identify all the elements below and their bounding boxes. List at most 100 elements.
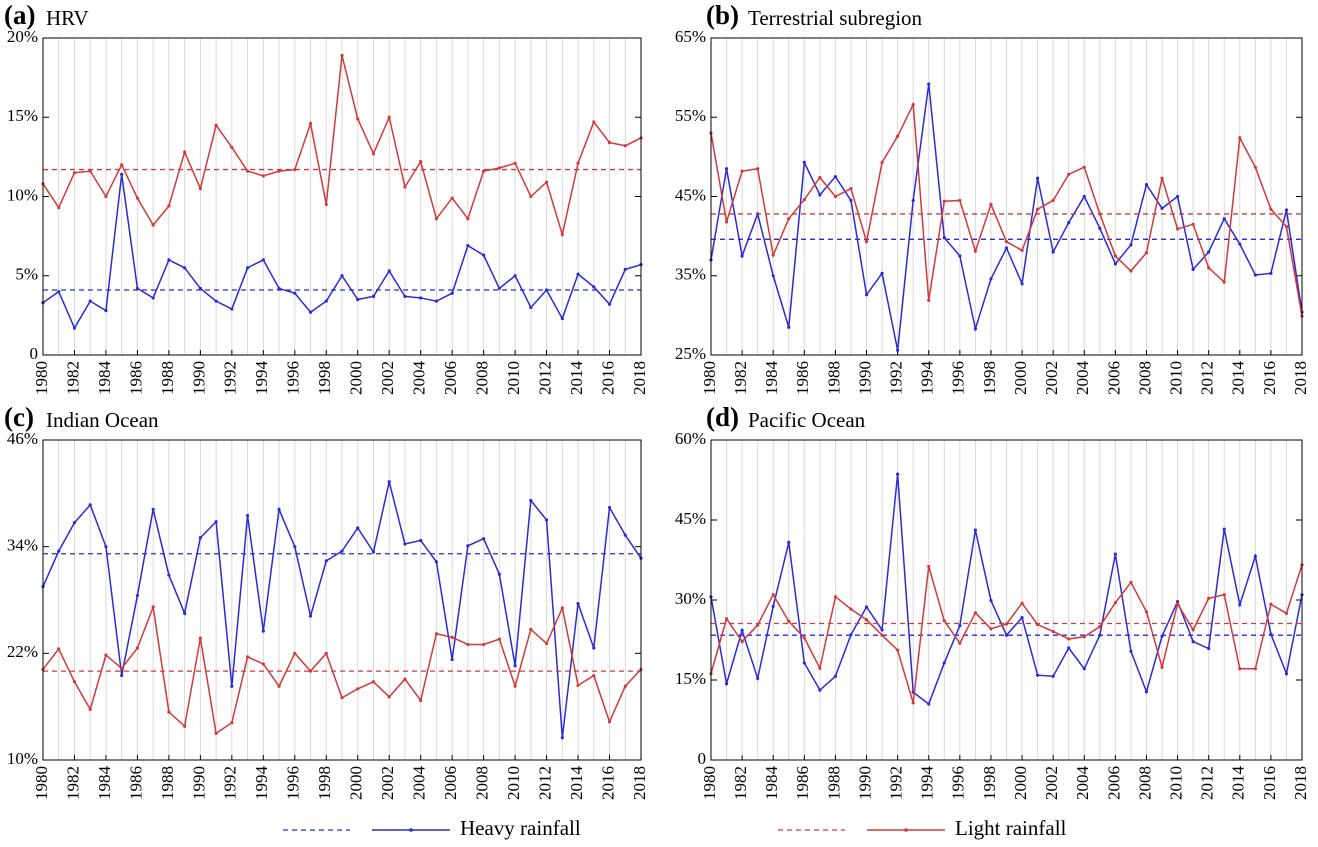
x-tick-label: 1992 [221, 766, 240, 800]
panel-title: HRV [46, 6, 89, 30]
series-line [41, 480, 643, 740]
series-line [709, 101, 1304, 318]
x-tick-label: 2018 [630, 361, 649, 395]
x-tick-label: 2006 [441, 766, 460, 800]
y-tick-label: 22% [7, 642, 38, 661]
x-tick-label: 2000 [1011, 766, 1030, 800]
x-tick-label: 2016 [598, 361, 617, 395]
y-tick-label: 15% [675, 669, 706, 688]
x-tick-label: 1990 [855, 361, 874, 395]
x-tick-label: 2016 [1260, 361, 1279, 395]
x-tick-label: 2008 [1135, 766, 1154, 800]
x-tick-label: 1984 [95, 766, 114, 801]
y-tick-label: 25% [675, 344, 706, 363]
x-tick-label: 1996 [949, 766, 968, 800]
x-tick-label: 1980 [32, 766, 51, 800]
y-tick-label: 46% [7, 429, 38, 448]
x-tick-label: 2014 [1229, 361, 1248, 396]
x-tick-label: 2002 [1042, 766, 1061, 800]
x-tick-label: 1990 [855, 766, 874, 800]
y-tick-label: 34% [7, 536, 38, 555]
x-tick-label: 1994 [918, 766, 937, 801]
y-tick-label: 60% [675, 429, 706, 448]
y-tick-label: 35% [675, 265, 706, 284]
x-tick-label: 2008 [1135, 361, 1154, 395]
y-tick-label: 15% [7, 106, 38, 125]
legend-dot [409, 828, 413, 832]
plot-frame [42, 37, 642, 356]
y-tick-label: 10% [7, 185, 38, 204]
x-tick-label: 2012 [1198, 766, 1217, 800]
x-tick-label: 2002 [1042, 361, 1061, 395]
x-tick-label: 1996 [284, 766, 303, 800]
x-tick-label: 1992 [887, 361, 906, 395]
y-tick-label: 10% [7, 749, 38, 768]
x-tick-label: 2004 [1073, 766, 1092, 801]
x-tick-label: 1988 [158, 766, 177, 800]
x-tick-label: 1988 [158, 361, 177, 395]
x-tick-label: 1998 [980, 361, 999, 395]
x-tick-label: 2012 [1198, 361, 1217, 395]
legend-dot [904, 828, 908, 832]
x-tick-label: 1994 [252, 766, 271, 801]
x-tick-label: 2014 [567, 361, 586, 396]
plot-frame [42, 439, 642, 761]
x-tick-label: 1986 [126, 766, 145, 800]
y-tick-label: 30% [675, 589, 706, 608]
x-tick-label: 2000 [347, 766, 366, 800]
x-tick-label: 2006 [1104, 361, 1123, 395]
panel-label: (a) [4, 0, 35, 30]
x-tick-label: 1982 [63, 766, 82, 800]
x-tick-label: 1986 [793, 766, 812, 800]
x-tick-label: 1992 [221, 361, 240, 395]
series-line [709, 563, 1304, 705]
x-tick-label: 2006 [1104, 766, 1123, 800]
x-tick-label: 1984 [762, 361, 781, 396]
x-tick-label: 2008 [473, 766, 492, 800]
x-tick-label: 1996 [949, 361, 968, 395]
x-tick-label: 1998 [315, 361, 334, 395]
panel-title: Pacific Ocean [748, 408, 866, 432]
panel-title: Terrestrial subregion [748, 6, 923, 30]
legend-label: Light rainfall [955, 816, 1067, 840]
x-tick-label: 1994 [918, 361, 937, 396]
x-tick-label: 1982 [731, 766, 750, 800]
x-tick-label: 1998 [980, 766, 999, 800]
x-tick-label: 2006 [441, 361, 460, 395]
panel-title: Indian Ocean [46, 408, 159, 432]
legend-label: Heavy rainfall [460, 816, 581, 840]
x-tick-label: 2018 [630, 766, 649, 800]
series-line [41, 172, 643, 330]
x-tick-label: 2014 [567, 766, 586, 801]
x-tick-label: 1988 [824, 361, 843, 395]
plot-frame [710, 439, 1303, 761]
y-tick-label: 20% [7, 27, 38, 46]
x-tick-label: 1982 [63, 361, 82, 395]
x-tick-label: 1990 [189, 361, 208, 395]
x-tick-label: 1980 [700, 766, 719, 800]
x-tick-label: 2010 [504, 361, 523, 395]
x-tick-label: 1984 [95, 361, 114, 396]
panel-label: (b) [706, 0, 739, 30]
x-tick-label: 1990 [189, 766, 208, 800]
x-tick-label: 2000 [347, 361, 366, 395]
series-line [41, 604, 643, 735]
plot-frame [710, 37, 1303, 356]
x-tick-label: 2004 [1073, 361, 1092, 396]
x-tick-label: 2000 [1011, 361, 1030, 395]
x-tick-label: 1980 [32, 361, 51, 395]
x-tick-label: 2016 [598, 766, 617, 800]
x-tick-label: 1980 [700, 361, 719, 395]
x-tick-label: 2002 [378, 766, 397, 800]
x-tick-label: 1982 [731, 361, 750, 395]
x-tick-label: 2018 [1291, 766, 1310, 800]
y-tick-label: 5% [15, 265, 38, 284]
y-tick-label: 0 [30, 344, 39, 363]
x-tick-label: 2018 [1291, 361, 1310, 395]
x-tick-label: 1988 [824, 766, 843, 800]
x-tick-label: 2012 [535, 361, 554, 395]
x-tick-label: 2004 [410, 361, 429, 396]
series-line [41, 53, 643, 238]
y-tick-label: 45% [675, 509, 706, 528]
